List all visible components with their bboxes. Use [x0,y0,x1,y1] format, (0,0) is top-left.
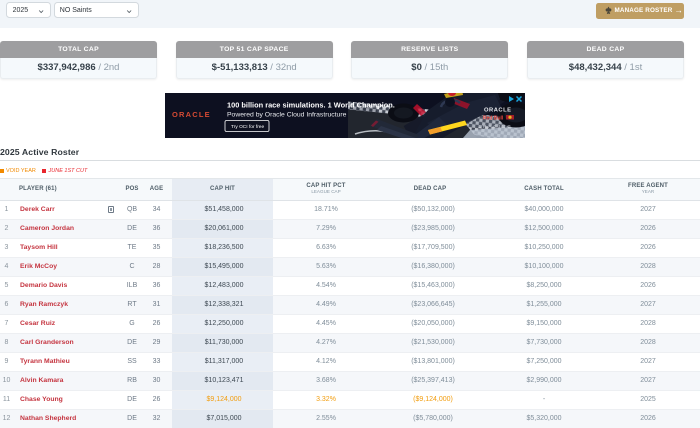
svg-text:Powered by Oracle Cloud Infras: Powered by Oracle Cloud Infrastructure [227,111,347,118]
svg-text:Red Bull: Red Bull [483,115,504,121]
svg-text:ORACLE: ORACLE [484,107,511,113]
svg-text:100 billion race simulations.: 100 billion race simulations. 1 World Ch… [227,100,395,109]
svg-text:RACING: RACING [483,124,513,129]
svg-text:Try OCI for free: Try OCI for free [231,124,264,130]
svg-text:ORACLE: ORACLE [172,110,211,119]
